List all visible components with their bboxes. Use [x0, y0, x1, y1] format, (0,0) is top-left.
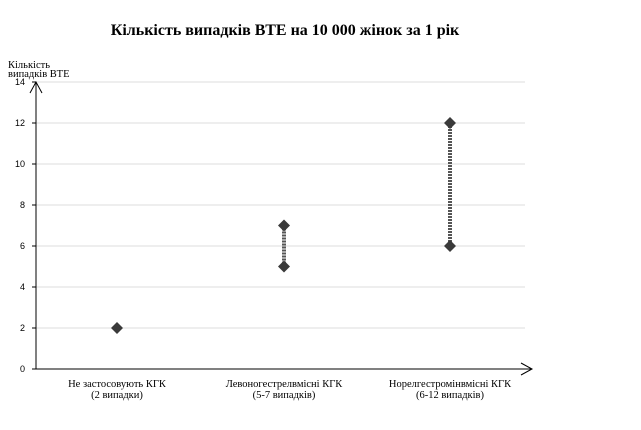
y-tick-labels: 0 2 4 6 8 10 12 14	[15, 77, 36, 374]
y-tick-label: 8	[20, 200, 25, 210]
y-axis-label-line-1: Кількість	[8, 60, 50, 71]
low-marker-2	[278, 260, 290, 273]
axes	[29, 80, 534, 376]
y-tick-label: 14	[15, 77, 25, 87]
x-category-sublabel-3: (6-12 випадків)	[416, 390, 485, 401]
x-axis-arrow	[520, 362, 534, 376]
gridlines	[36, 81, 525, 329]
high-marker-2	[278, 219, 290, 232]
data-marks	[111, 117, 456, 334]
y-axis-label-line-2: випадків ВТЕ	[8, 69, 70, 80]
low-marker-3	[444, 240, 456, 252]
x-category-sublabel-1: (2 випадки)	[91, 390, 143, 401]
chart-title: Кількість випадків ВТЕ на 10 000 жінок з…	[111, 22, 460, 39]
y-tick-label: 6	[20, 241, 25, 251]
x-category-label-1: Не застосовують КГК	[68, 379, 167, 390]
point-marker-1	[111, 322, 123, 334]
x-category-sublabel-2: (5-7 випадків)	[253, 390, 316, 401]
y-tick-label: 2	[20, 323, 25, 333]
y-tick-label: 4	[20, 282, 25, 292]
y-tick-label: 0	[20, 364, 25, 374]
x-category-label-3: Норелгестромінвмісні КГК	[389, 379, 512, 390]
y-tick-label: 12	[15, 118, 25, 128]
high-marker-3	[444, 117, 456, 129]
y-tick-label: 10	[15, 159, 25, 169]
x-category-label-2: Левоногестрелвмісні КГК	[226, 379, 344, 390]
